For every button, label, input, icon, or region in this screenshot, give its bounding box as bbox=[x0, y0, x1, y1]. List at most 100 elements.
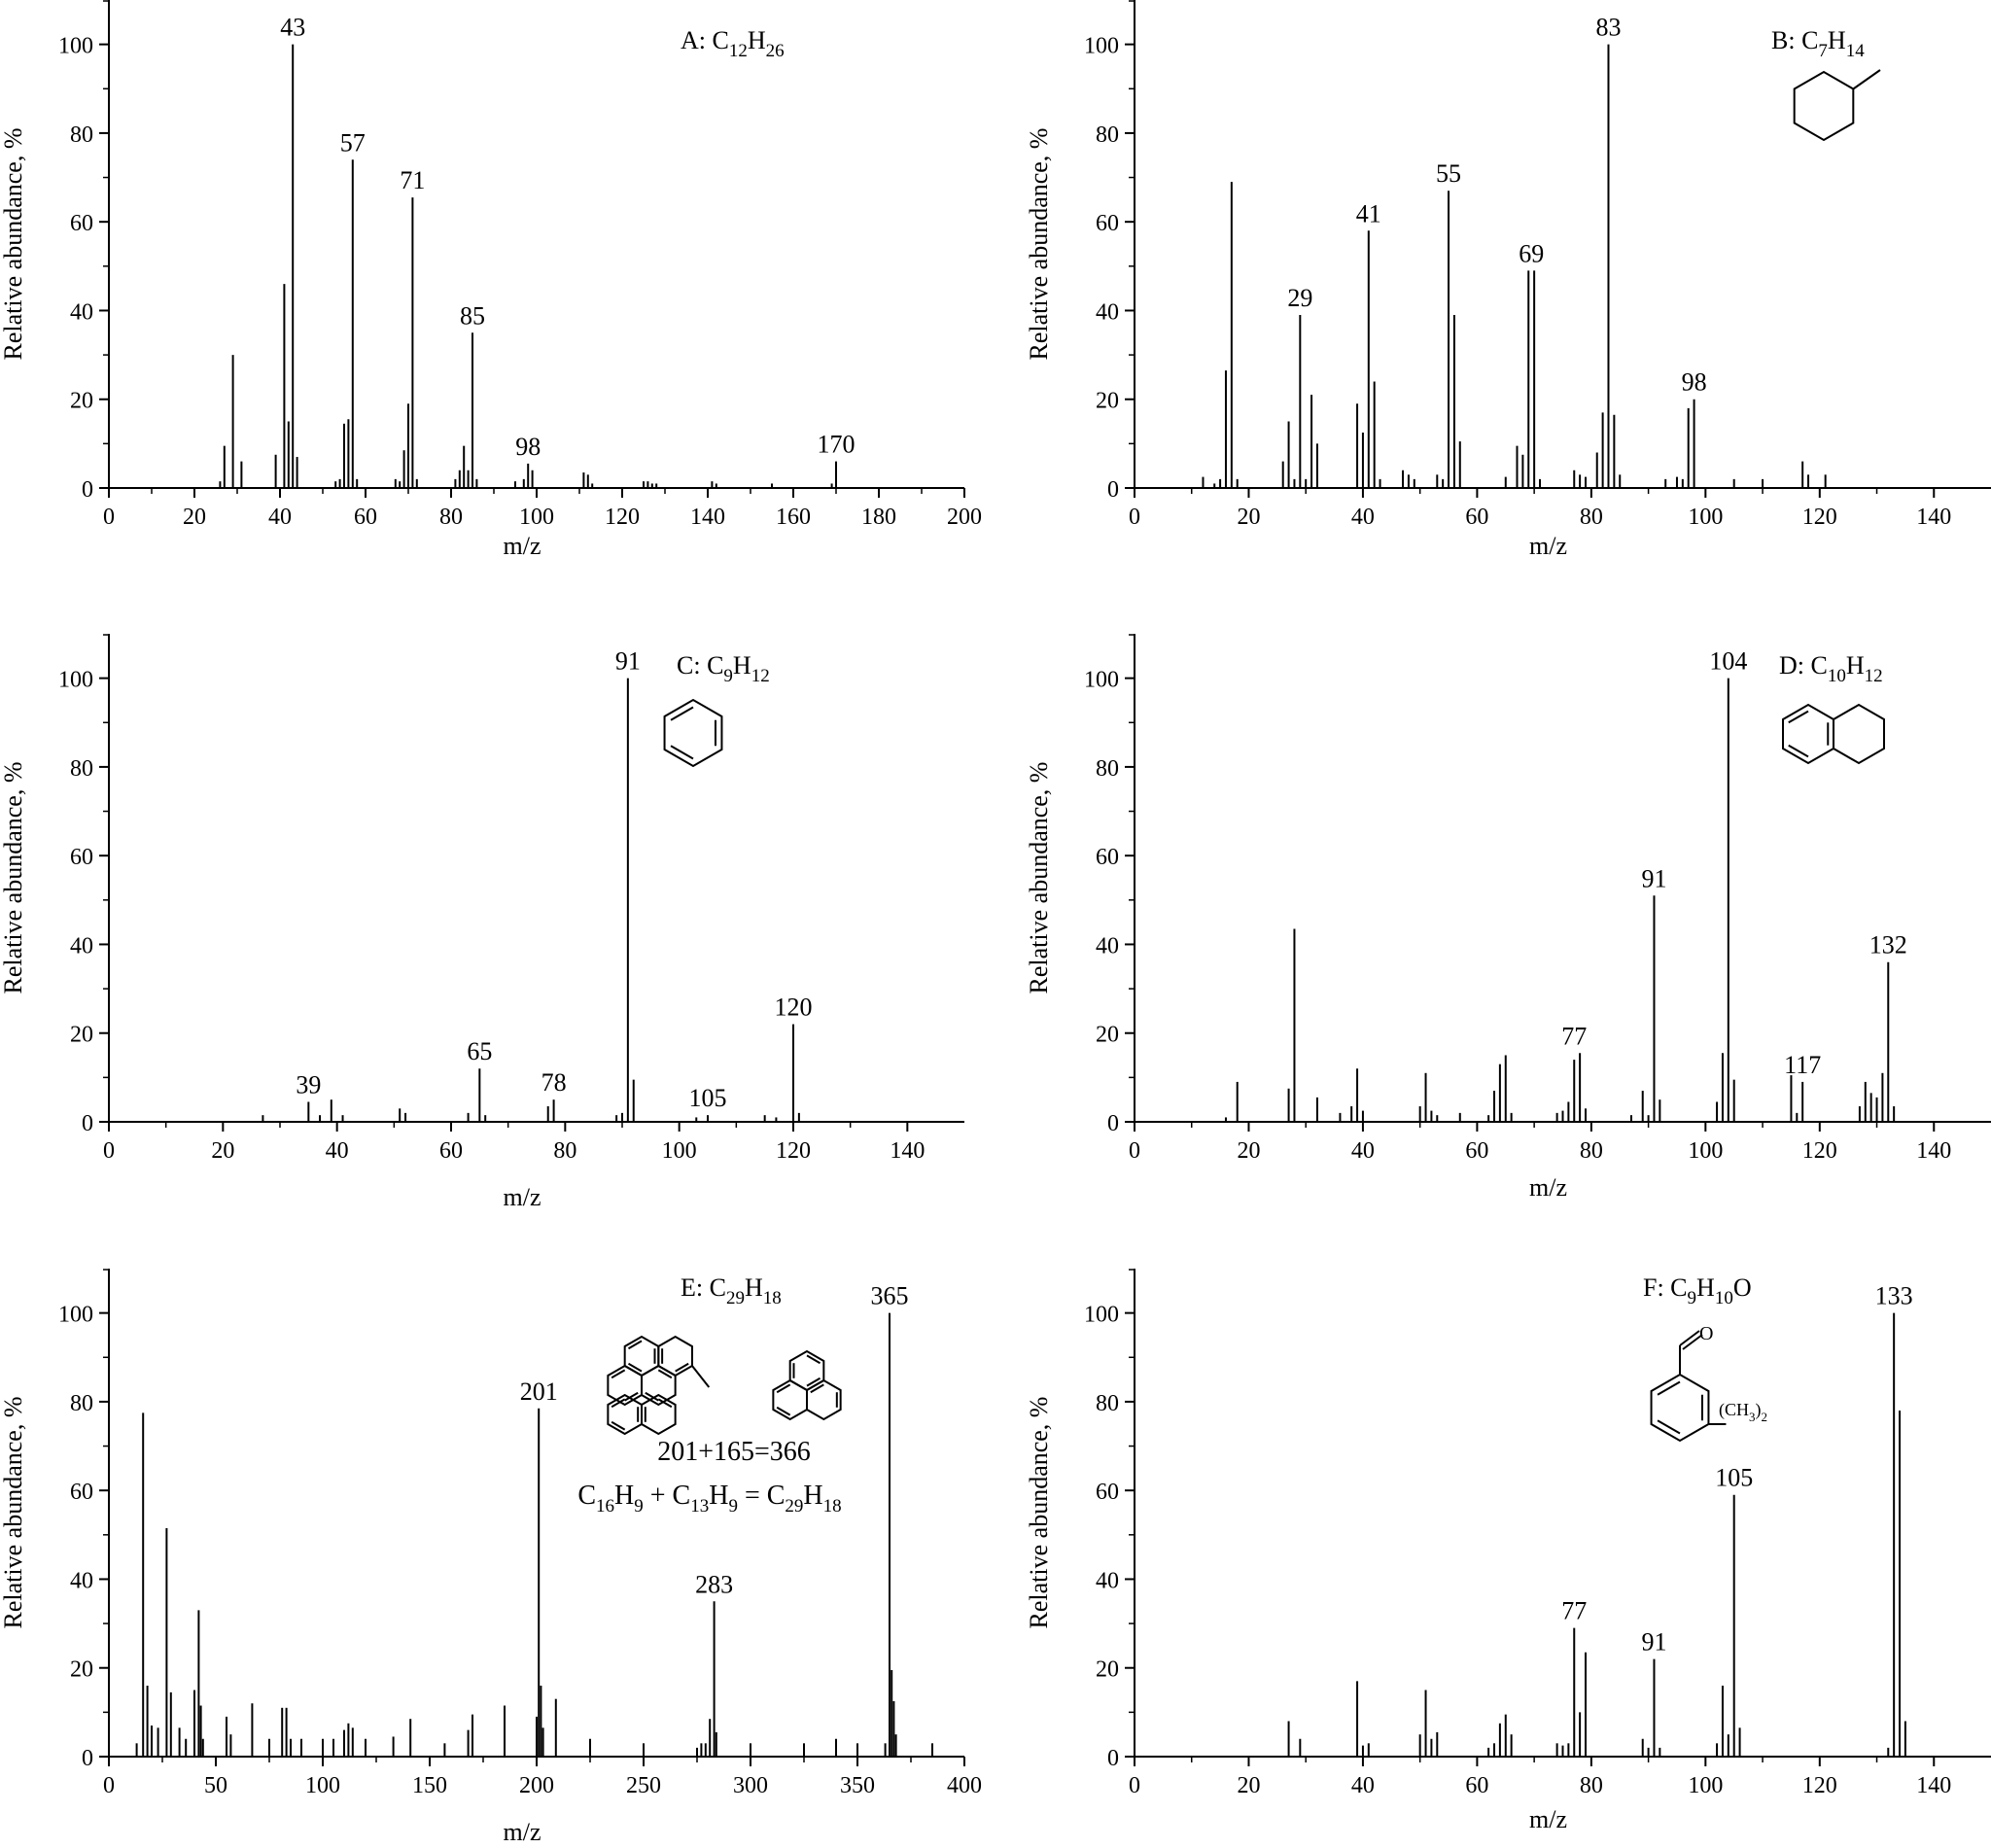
x-axis-label: m/z bbox=[504, 1818, 541, 1846]
peak-label: 105 bbox=[1715, 1464, 1753, 1492]
x-tick-label: 80 bbox=[553, 1138, 576, 1164]
peak-label: 98 bbox=[1682, 368, 1707, 397]
x-tick-label: 100 bbox=[305, 1773, 340, 1798]
x-tick-label: 200 bbox=[947, 505, 982, 530]
x-tick-label: 60 bbox=[354, 505, 377, 530]
peak-label: 55 bbox=[1436, 159, 1461, 188]
x-tick-label: 60 bbox=[439, 1138, 463, 1164]
y-axis-label: Relative abundance, % bbox=[0, 1397, 27, 1629]
y-tick-label: 20 bbox=[1096, 1657, 1119, 1683]
spectrum-panel-b: 0 20 40 60 80 100 120 140 0 20 40 60 80 100 m/z Relativ… bbox=[1025, 0, 1991, 560]
x-tick-label: 400 bbox=[947, 1773, 982, 1798]
peak-label: 117 bbox=[1784, 1051, 1821, 1079]
x-tick-label: 20 bbox=[1237, 505, 1260, 530]
spectrum-panel-f: 0 20 40 60 80 100 120 140 0 20 40 60 80 100 m/z Relativ… bbox=[1025, 1269, 1991, 1833]
dimethylbenzaldehyde-structure bbox=[1650, 1330, 1727, 1443]
y-tick-label: 80 bbox=[1096, 1391, 1119, 1416]
formula-label: F: C9H10O bbox=[1643, 1273, 1752, 1308]
y-tick-label: 0 bbox=[1107, 1746, 1119, 1771]
substituent-label: (CH3)2 bbox=[1719, 1400, 1767, 1424]
y-tick-label: 80 bbox=[1096, 756, 1119, 782]
x-tick-label: 350 bbox=[840, 1773, 875, 1798]
y-tick-label: 40 bbox=[70, 933, 93, 959]
peak-label: 133 bbox=[1875, 1282, 1913, 1310]
peak-label: 71 bbox=[400, 166, 425, 194]
x-tick-label: 20 bbox=[211, 1138, 234, 1164]
peak-label: 41 bbox=[1356, 199, 1381, 227]
peak-label: 78 bbox=[541, 1068, 567, 1097]
tetralin-structure bbox=[1782, 703, 1885, 765]
y-tick-label: 20 bbox=[70, 1657, 93, 1683]
y-tick-label: 60 bbox=[1096, 845, 1119, 870]
y-tick-label: 20 bbox=[1096, 1023, 1119, 1048]
peak-label: 91 bbox=[1641, 1628, 1666, 1656]
x-tick-label: 40 bbox=[1351, 1773, 1375, 1798]
peak-label: 91 bbox=[615, 647, 641, 676]
x-tick-label: 0 bbox=[1129, 505, 1140, 530]
y-tick-label: 60 bbox=[70, 211, 93, 236]
x-tick-label: 140 bbox=[890, 1138, 925, 1164]
x-tick-label: 20 bbox=[183, 505, 206, 530]
x-tick-label: 0 bbox=[103, 505, 115, 530]
polyaromatic-structure bbox=[607, 1335, 842, 1436]
x-tick-label: 20 bbox=[1237, 1138, 1260, 1164]
peak-label: 83 bbox=[1595, 14, 1621, 42]
y-tick-label: 100 bbox=[58, 668, 93, 693]
formula-label: C: C9H12 bbox=[677, 651, 770, 686]
peak-label: 105 bbox=[689, 1084, 727, 1112]
y-tick-label: 40 bbox=[1096, 1568, 1119, 1593]
x-tick-label: 0 bbox=[1129, 1773, 1140, 1798]
y-axis-label: Relative abundance, % bbox=[1025, 128, 1053, 361]
peak-label: 365 bbox=[871, 1282, 909, 1310]
x-tick-label: 40 bbox=[1351, 1138, 1375, 1164]
y-tick-label: 100 bbox=[58, 34, 93, 59]
y-tick-label: 0 bbox=[82, 477, 93, 503]
x-tick-label: 20 bbox=[1237, 1773, 1260, 1798]
peak-label: 132 bbox=[1869, 931, 1907, 959]
peak-label: 201 bbox=[520, 1377, 558, 1406]
peak-label: 120 bbox=[775, 994, 813, 1022]
x-tick-label: 50 bbox=[204, 1773, 227, 1798]
oxygen-label: O bbox=[1699, 1323, 1713, 1344]
y-tick-label: 40 bbox=[70, 299, 93, 325]
y-tick-label: 0 bbox=[1107, 477, 1119, 503]
y-tick-label: 60 bbox=[70, 845, 93, 870]
y-axis-label: Relative abundance, % bbox=[1025, 1397, 1053, 1629]
peak-label: 91 bbox=[1641, 864, 1666, 892]
spectrum-panel-e: 0 50 100 150 200 250 300 350 400 0 20 40 60 80 100 m/z R… bbox=[0, 1269, 982, 1846]
x-tick-label: 60 bbox=[1465, 1138, 1488, 1164]
spectrum-panel-d: 0 20 40 60 80 100 120 140 0 20 40 60 80 100 m/z Relativ… bbox=[1025, 634, 1991, 1202]
x-tick-label: 300 bbox=[733, 1773, 768, 1798]
x-tick-label: 120 bbox=[776, 1138, 811, 1164]
spectrum-panel-c: 0 20 40 60 80 100 120 140 0 20 40 60 80 100 m/z Relativ… bbox=[0, 634, 964, 1211]
y-tick-label: 20 bbox=[70, 1023, 93, 1048]
y-tick-label: 100 bbox=[1084, 1303, 1119, 1328]
peak-label: 104 bbox=[1709, 647, 1747, 676]
y-tick-label: 60 bbox=[70, 1480, 93, 1505]
peak-label: 57 bbox=[340, 128, 366, 157]
y-tick-label: 0 bbox=[1107, 1111, 1119, 1136]
x-tick-label: 80 bbox=[1580, 505, 1603, 530]
formula-sum-annotation: C16H9 + C13H9 = C29H18 bbox=[577, 1481, 841, 1517]
propylbenzene-structure bbox=[663, 698, 723, 768]
peak-label: 85 bbox=[460, 301, 485, 330]
x-tick-label: 80 bbox=[439, 505, 463, 530]
x-tick-label: 180 bbox=[861, 505, 896, 530]
x-tick-label: 100 bbox=[1688, 1773, 1723, 1798]
formula-label: D: C10H12 bbox=[1779, 651, 1883, 686]
peak-label: 29 bbox=[1287, 284, 1312, 312]
x-tick-label: 120 bbox=[1802, 1773, 1837, 1798]
methylcyclohexane-structure bbox=[1793, 69, 1881, 142]
y-axis-label: Relative abundance, % bbox=[0, 762, 27, 994]
peak-label: 39 bbox=[296, 1070, 321, 1098]
x-tick-label: 0 bbox=[1129, 1138, 1140, 1164]
y-tick-label: 100 bbox=[58, 1303, 93, 1328]
x-tick-label: 200 bbox=[519, 1773, 554, 1798]
peak-label: 170 bbox=[818, 431, 856, 459]
x-tick-label: 100 bbox=[1688, 505, 1723, 530]
x-tick-label: 100 bbox=[519, 505, 554, 530]
x-tick-label: 100 bbox=[662, 1138, 697, 1164]
x-axis-label: m/z bbox=[1529, 1173, 1567, 1202]
y-tick-label: 80 bbox=[70, 1391, 93, 1416]
